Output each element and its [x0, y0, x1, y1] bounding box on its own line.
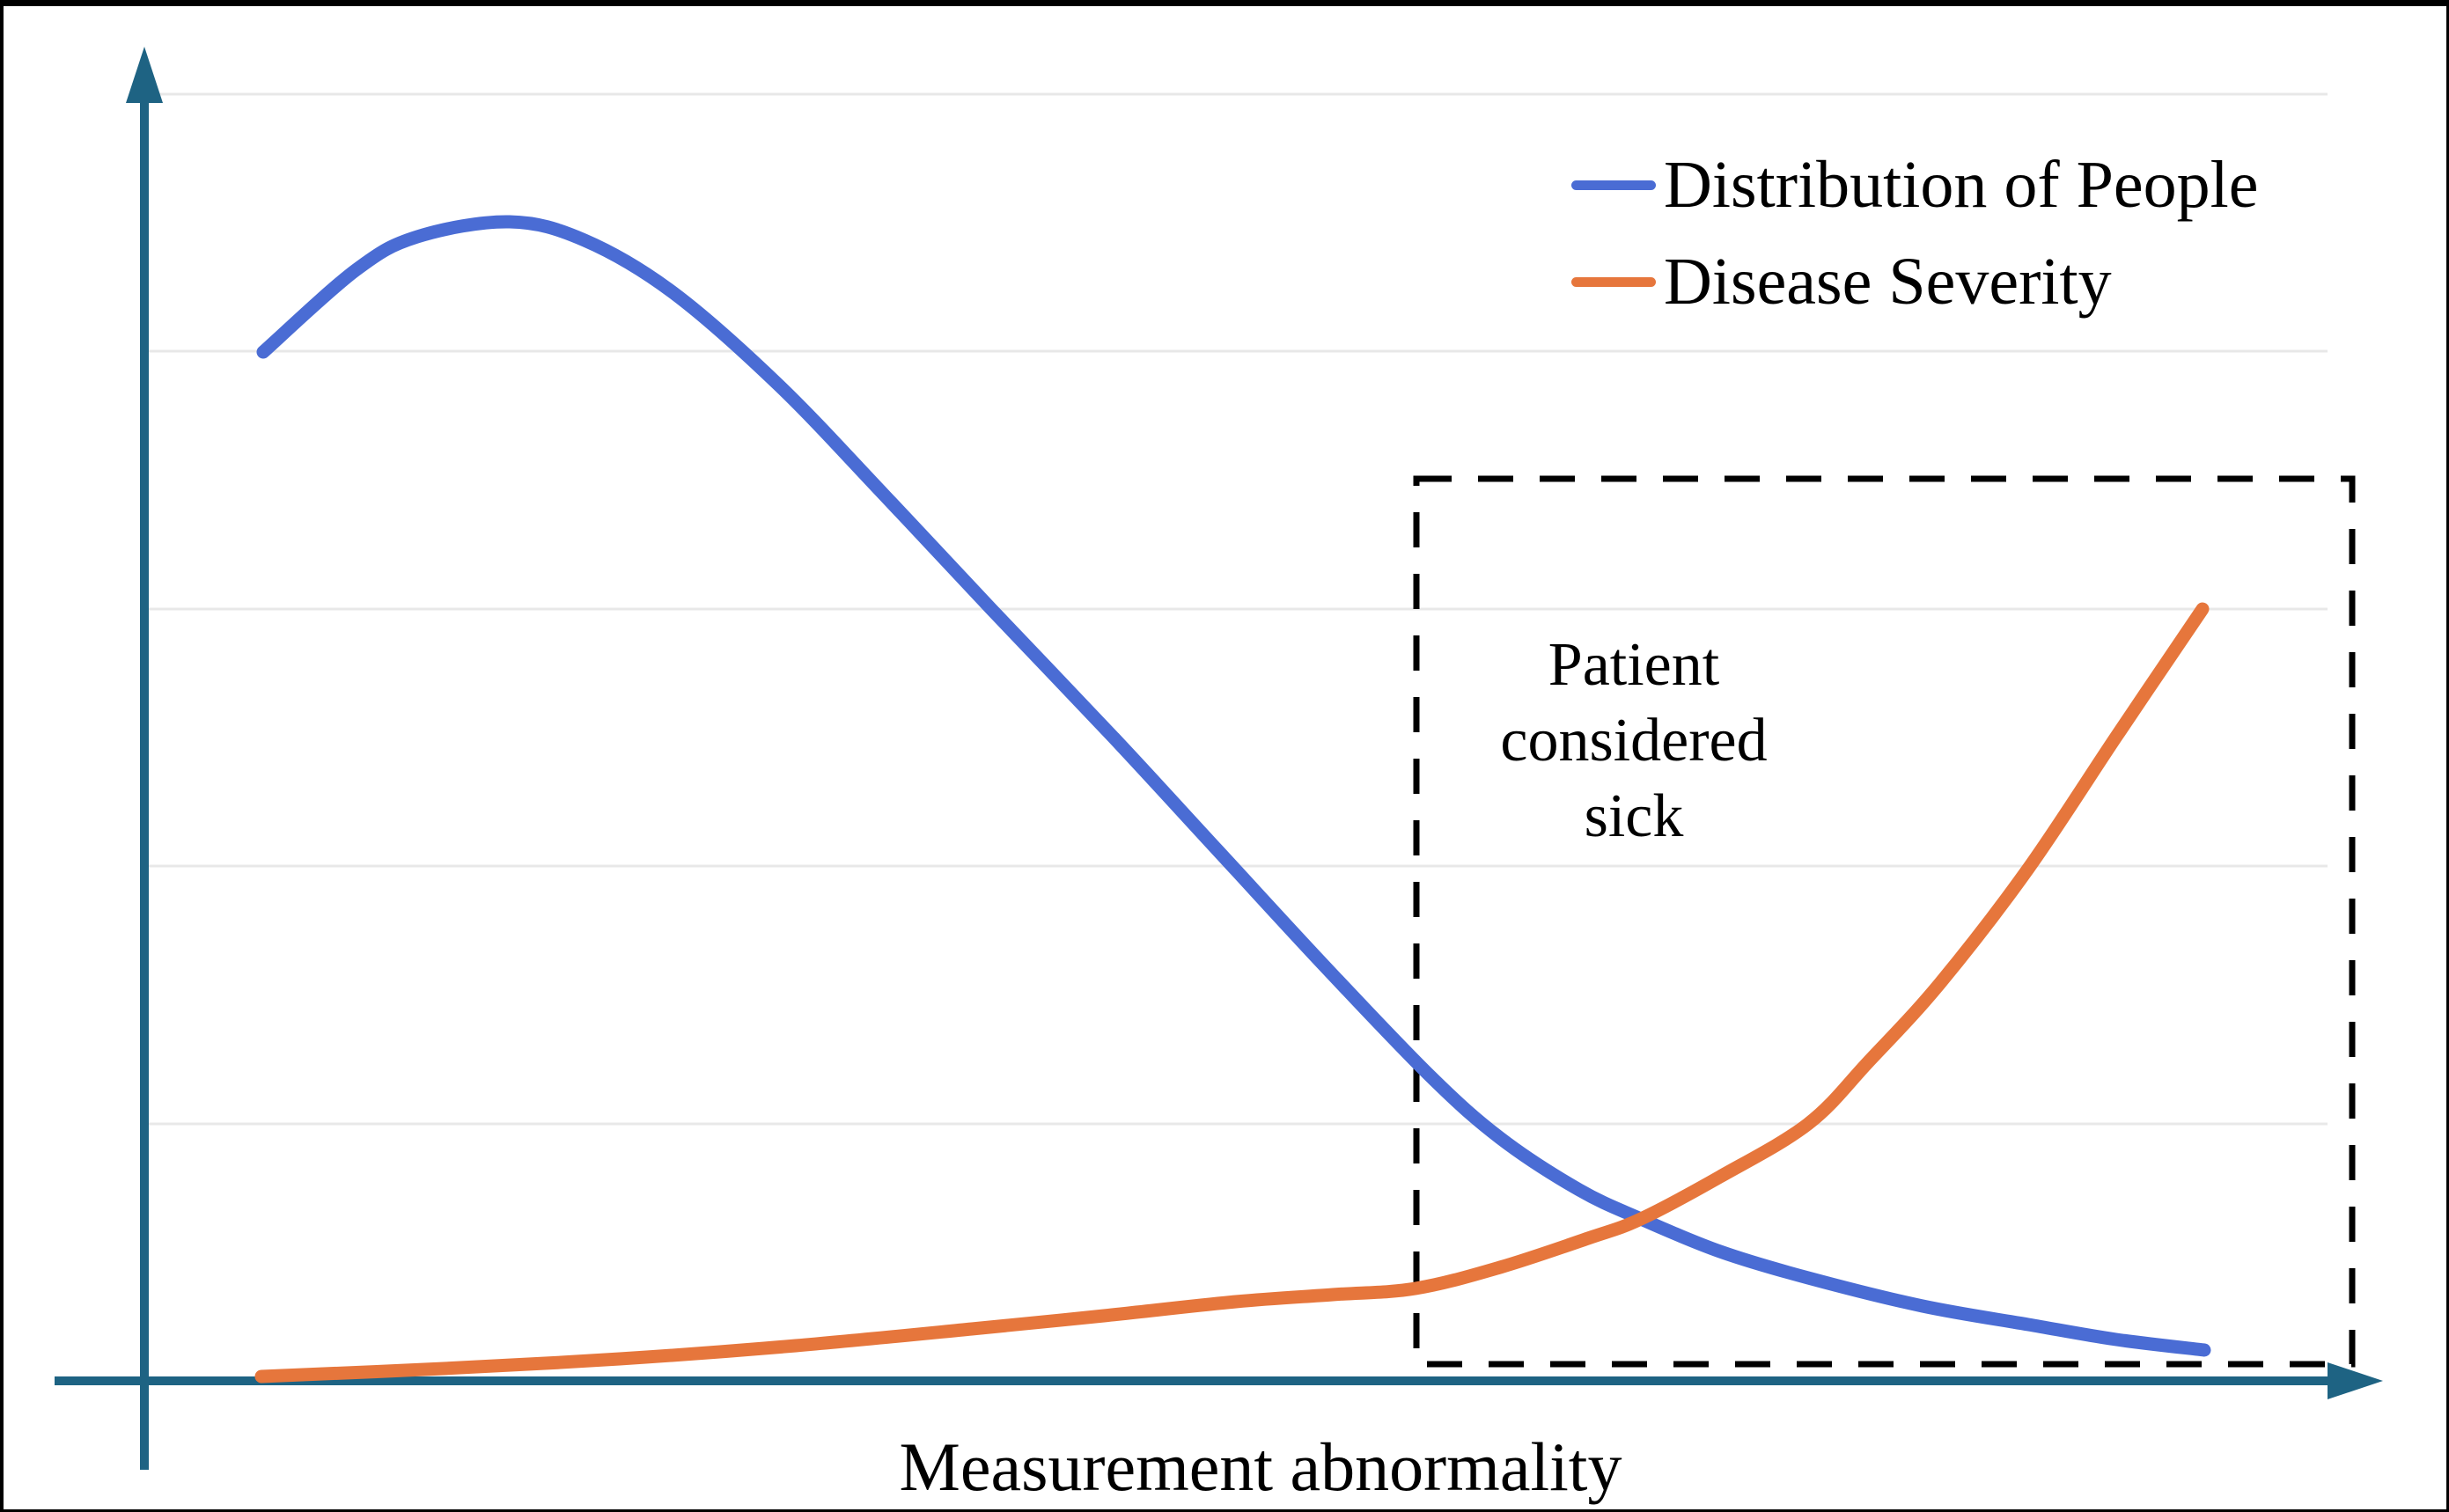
- legend-swatch-distribution-icon: [1571, 180, 1656, 190]
- chart-canvas: [55, 47, 2383, 1470]
- legend-item-severity: Disease Severity: [1571, 233, 2259, 330]
- legend: Distribution of People Disease Severity: [1571, 136, 2259, 330]
- x-axis-label: Measurement abnormality: [899, 1428, 1622, 1505]
- x-axis-arrow-icon: [2328, 1362, 2383, 1399]
- y-axis-arrow-icon: [126, 47, 163, 103]
- legend-item-distribution: Distribution of People: [1571, 136, 2259, 233]
- curve-distribution-of-people: [256, 215, 2211, 1357]
- legend-label-severity: Disease Severity: [1664, 245, 2112, 319]
- legend-label-distribution: Distribution of People: [1664, 148, 2259, 222]
- curve-disease-severity: [254, 602, 2210, 1384]
- sick-region-label: Patient considered sick: [1500, 631, 1768, 850]
- legend-swatch-severity-icon: [1571, 276, 1656, 287]
- sick-region-box: [1413, 475, 2356, 1368]
